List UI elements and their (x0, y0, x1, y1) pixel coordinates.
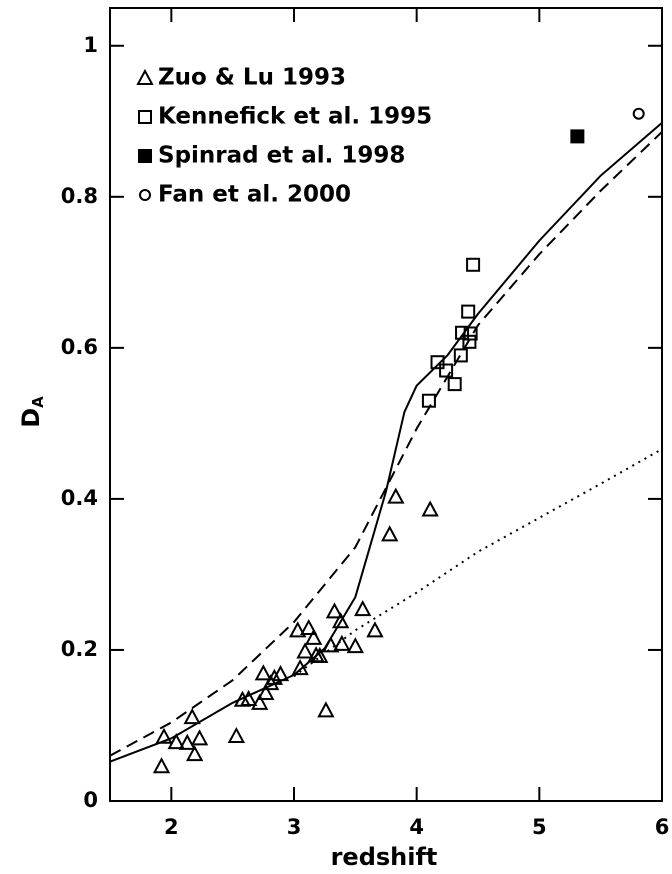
circle-marker (139, 189, 151, 201)
y-tick-label: 0.6 (61, 335, 98, 359)
y-tick-label: 0 (83, 788, 98, 812)
triangle-marker (190, 729, 209, 746)
legend-label: Fan et al. 2000 (158, 182, 351, 208)
y-tick-label: 0.2 (61, 637, 98, 661)
square-marker (421, 393, 436, 408)
legend-entry: Kennefick et al. 1995 (138, 104, 432, 130)
triangle-marker (333, 634, 351, 651)
x-tick-label: 4 (409, 815, 424, 839)
legend-label: Zuo & Lu 1993 (158, 65, 346, 91)
y-label-text: D (17, 408, 45, 428)
triangle-marker (167, 732, 185, 750)
x-axis-label: redshift (331, 843, 438, 871)
square-marker (461, 304, 476, 319)
curve (293, 448, 663, 678)
triangle-marker (331, 612, 350, 629)
legend-entry: Fan et al. 2000 (139, 182, 351, 208)
y-axis-label: DA (17, 396, 47, 428)
square-marker (138, 110, 152, 124)
square-marker (466, 257, 481, 272)
x-tick-label: 5 (532, 815, 547, 839)
triangle-marker (227, 726, 246, 744)
triangle-marker (304, 628, 323, 645)
curve (109, 122, 663, 763)
triangle-marker (178, 733, 196, 750)
triangle-marker (152, 757, 171, 774)
triangle-marker (289, 621, 307, 638)
triangle-marker (239, 689, 258, 707)
triangle-marker (354, 600, 372, 617)
y-tick-label: 0.8 (61, 184, 98, 208)
triangle-marker (421, 500, 439, 517)
legend-label: Spinrad et al. 1998 (158, 143, 405, 169)
y-axis-label-main: DA (17, 396, 47, 428)
square-marker (570, 129, 585, 144)
triangle-marker (300, 618, 318, 636)
plot-frame (109, 7, 663, 802)
legend-entry: Spinrad et al. 1998 (138, 143, 405, 169)
x-tick-label: 6 (655, 815, 670, 839)
triangle-marker (257, 683, 275, 701)
triangle-marker (317, 701, 335, 718)
triangle-marker (346, 637, 365, 654)
x-tick-label: 3 (287, 815, 302, 839)
square-marker (462, 334, 477, 349)
y-label-sub: A (29, 396, 47, 408)
triangle-marker (254, 664, 273, 681)
square-marker (455, 325, 470, 340)
triangle-marker (185, 745, 204, 762)
triangle-marker (366, 621, 384, 638)
x-tick-label: 2 (164, 815, 179, 839)
square-marker (447, 377, 462, 392)
triangle-marker (136, 68, 154, 85)
triangle-marker (155, 727, 173, 744)
triangle-marker (296, 642, 314, 659)
curve (109, 131, 663, 757)
legend-label: Kennefick et al. 1995 (158, 104, 432, 130)
square-marker (439, 363, 454, 378)
triangle-marker (381, 525, 399, 542)
y-tick-label: 1 (83, 33, 98, 57)
square-marker (138, 149, 152, 163)
square-marker (453, 348, 468, 363)
y-tick-label: 0.4 (61, 486, 98, 510)
triangle-marker (250, 693, 269, 710)
square-marker (430, 355, 445, 370)
legend-entry: Zuo & Lu 1993 (136, 65, 346, 91)
circle-marker (632, 107, 645, 120)
triangle-marker (183, 708, 201, 725)
triangle-marker (387, 487, 405, 504)
triangle-marker (325, 602, 344, 619)
